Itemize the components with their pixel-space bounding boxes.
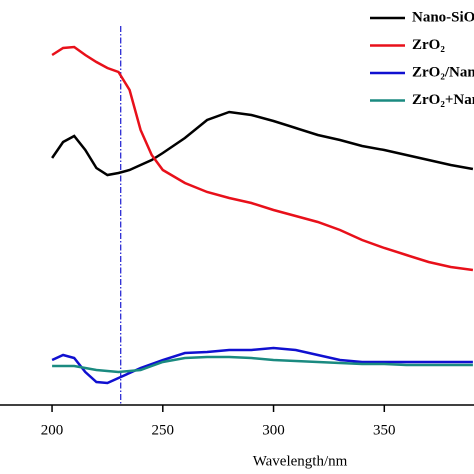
series-line <box>51 346 473 385</box>
x-tick-label: 250 <box>152 422 175 438</box>
x-axis-label: Wavelength/nm <box>253 453 348 469</box>
legend-label: ZrO₂/Nano-SiO₂ <box>412 64 474 80</box>
x-tick-label: 200 <box>41 422 64 438</box>
x-tick-label: 350 <box>373 422 396 438</box>
legend-label: ZrO₂+Nano-SiO₂ <box>412 92 474 108</box>
legend-label: ZrO₂ <box>412 37 445 53</box>
x-tick-label: 300 <box>262 422 285 438</box>
legend-label: Nano-SiO₂ <box>412 9 474 25</box>
series-line <box>51 45 474 272</box>
series-line <box>51 110 474 177</box>
series-line <box>52 355 473 374</box>
